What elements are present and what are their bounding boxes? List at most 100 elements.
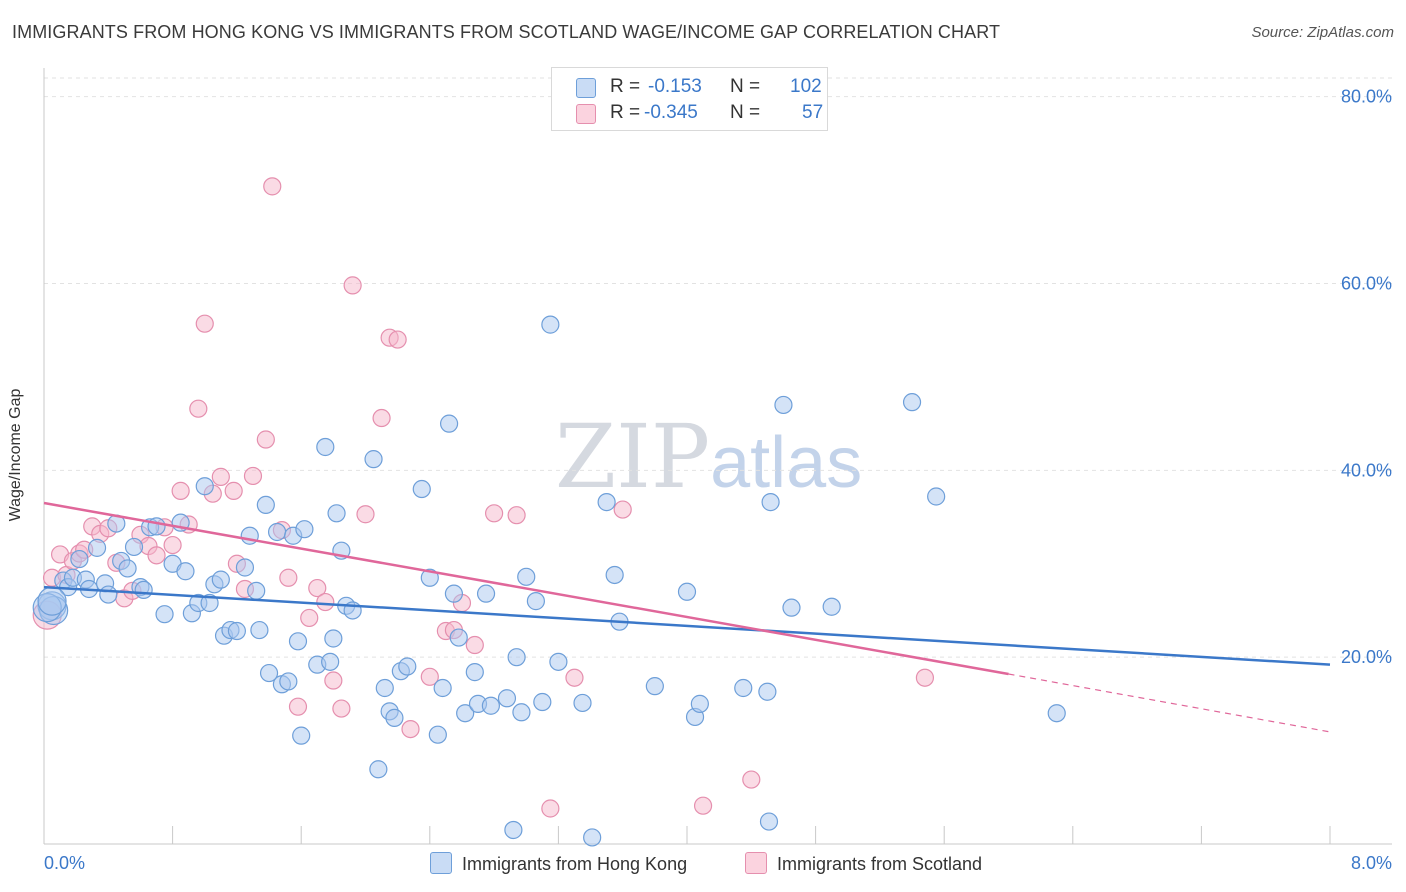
hong-kong-point bbox=[321, 652, 340, 671]
hong-kong-point bbox=[902, 393, 922, 412]
source-label: Source: ZipAtlas.com bbox=[1251, 24, 1394, 41]
hong-kong-point bbox=[385, 708, 404, 727]
hong-kong-point bbox=[774, 395, 793, 415]
x-tick-label: 8.0% bbox=[1351, 853, 1392, 873]
legend-n-label: N = bbox=[730, 76, 761, 97]
hong-kong-point bbox=[316, 437, 335, 457]
hong-kong-point bbox=[690, 694, 709, 713]
scotland-point bbox=[163, 535, 182, 555]
hong-kong-point bbox=[99, 585, 118, 604]
hong-kong-point bbox=[211, 570, 230, 589]
hong-kong-point bbox=[439, 414, 459, 433]
y-tick-label: 80.0% bbox=[1341, 87, 1392, 107]
hong-kong-point bbox=[456, 704, 475, 723]
hong-kong-point bbox=[758, 682, 777, 701]
hong-kong-point bbox=[118, 559, 137, 578]
legend-n-value: 102 bbox=[790, 76, 822, 97]
hong-kong-point bbox=[533, 692, 552, 712]
hong-kong-point bbox=[87, 538, 107, 557]
scotland-trend-line bbox=[43, 501, 1009, 676]
hong-kong-point bbox=[70, 549, 89, 569]
legend-swatch-scotland bbox=[576, 104, 596, 124]
hong-kong-point bbox=[327, 504, 346, 523]
hong-kong-point bbox=[927, 487, 946, 506]
hong-kong-point bbox=[428, 725, 447, 744]
hong-kong-point bbox=[549, 652, 568, 671]
hong-kong-point bbox=[124, 537, 144, 557]
hong-kong-point bbox=[677, 582, 697, 601]
bottom-legend-hong-kong: Immigrants from Hong Kong bbox=[430, 852, 687, 875]
hong-kong-point bbox=[507, 648, 526, 667]
legend-r-label: R = bbox=[610, 76, 641, 97]
hong-kong-point bbox=[134, 580, 153, 600]
hong-kong-point bbox=[1047, 704, 1066, 723]
hong-kong-point bbox=[583, 828, 602, 847]
legend-r-value: -0.153 bbox=[648, 76, 702, 97]
hong-kong-point bbox=[267, 522, 287, 542]
hong-kong-point bbox=[822, 597, 841, 616]
watermark: ZIPatlas bbox=[555, 405, 862, 508]
hong-kong-point bbox=[247, 581, 266, 600]
scotland-point bbox=[565, 668, 584, 687]
correlation-legend: R = -0.153 N = 102 R = -0.345 N = 57 bbox=[551, 67, 828, 131]
scotland-point bbox=[541, 799, 560, 818]
hong-kong-point bbox=[761, 493, 780, 512]
hong-kong-point bbox=[295, 520, 314, 539]
hong-kong-point bbox=[759, 812, 779, 831]
scotland-point bbox=[189, 399, 208, 418]
scotland-trend-extension bbox=[1008, 673, 1331, 733]
scotland-point bbox=[507, 506, 526, 525]
scotland-point bbox=[388, 330, 407, 349]
scotland-point bbox=[256, 430, 275, 449]
legend-n-label: N = bbox=[730, 102, 761, 123]
hong-kong-point bbox=[433, 678, 452, 698]
bottom-legend-scotland: Immigrants from Scotland bbox=[745, 852, 982, 875]
hong-kong-point bbox=[155, 605, 174, 624]
y-tick-label: 40.0% bbox=[1341, 460, 1392, 480]
hong-kong-point bbox=[504, 820, 523, 840]
y-tick-label: 20.0% bbox=[1341, 647, 1392, 667]
hong-kong-point bbox=[526, 592, 545, 611]
hong-kong-point bbox=[227, 621, 246, 641]
hong-kong-point bbox=[195, 477, 214, 496]
hong-kong-point bbox=[250, 620, 269, 640]
scotland-point bbox=[243, 466, 263, 486]
hong-kong-point bbox=[398, 657, 417, 676]
scotland-point bbox=[308, 578, 327, 598]
hong-kong-point bbox=[734, 678, 753, 698]
watermark-atlas: atlas bbox=[710, 423, 863, 503]
hong-kong-trend-line bbox=[43, 585, 1331, 666]
hong-kong-point bbox=[324, 629, 343, 648]
scotland-point bbox=[465, 635, 484, 655]
y-tick-label: 60.0% bbox=[1341, 274, 1392, 294]
scotland-point bbox=[316, 592, 335, 612]
hong-kong-point bbox=[444, 584, 464, 603]
legend-swatch-hong-kong bbox=[576, 78, 596, 98]
scotland-point bbox=[420, 667, 439, 686]
bottom-legend-swatch-hong-kong bbox=[430, 852, 452, 874]
hong-kong-point bbox=[235, 558, 255, 577]
bottom-legend-label: Immigrants from Scotland bbox=[777, 854, 983, 874]
scotland-point bbox=[693, 796, 713, 815]
hong-kong-point bbox=[259, 663, 279, 683]
scotland-point bbox=[224, 481, 243, 500]
hong-kong-point bbox=[512, 703, 531, 722]
hong-kong-point bbox=[541, 315, 560, 334]
hong-kong-point bbox=[364, 450, 383, 469]
hong-kong-point bbox=[37, 586, 67, 616]
scotland-point bbox=[372, 408, 391, 428]
scotland-point bbox=[742, 770, 761, 789]
hong-kong-point bbox=[497, 689, 517, 708]
hong-kong-point bbox=[200, 593, 219, 613]
scotland-point bbox=[613, 500, 632, 519]
bottom-legend-label: Immigrants from Hong Kong bbox=[462, 854, 688, 874]
hong-kong-point bbox=[605, 565, 624, 585]
hong-kong-point bbox=[476, 584, 496, 603]
hong-kong-point bbox=[369, 760, 388, 779]
hong-kong-point bbox=[573, 693, 592, 713]
scotland-point bbox=[300, 608, 319, 628]
hong-kong-point bbox=[375, 678, 394, 698]
chart-title: IMMIGRANTS FROM HONG KONG VS IMMIGRANTS … bbox=[12, 22, 1001, 42]
watermark-zip: ZIP bbox=[555, 405, 711, 508]
